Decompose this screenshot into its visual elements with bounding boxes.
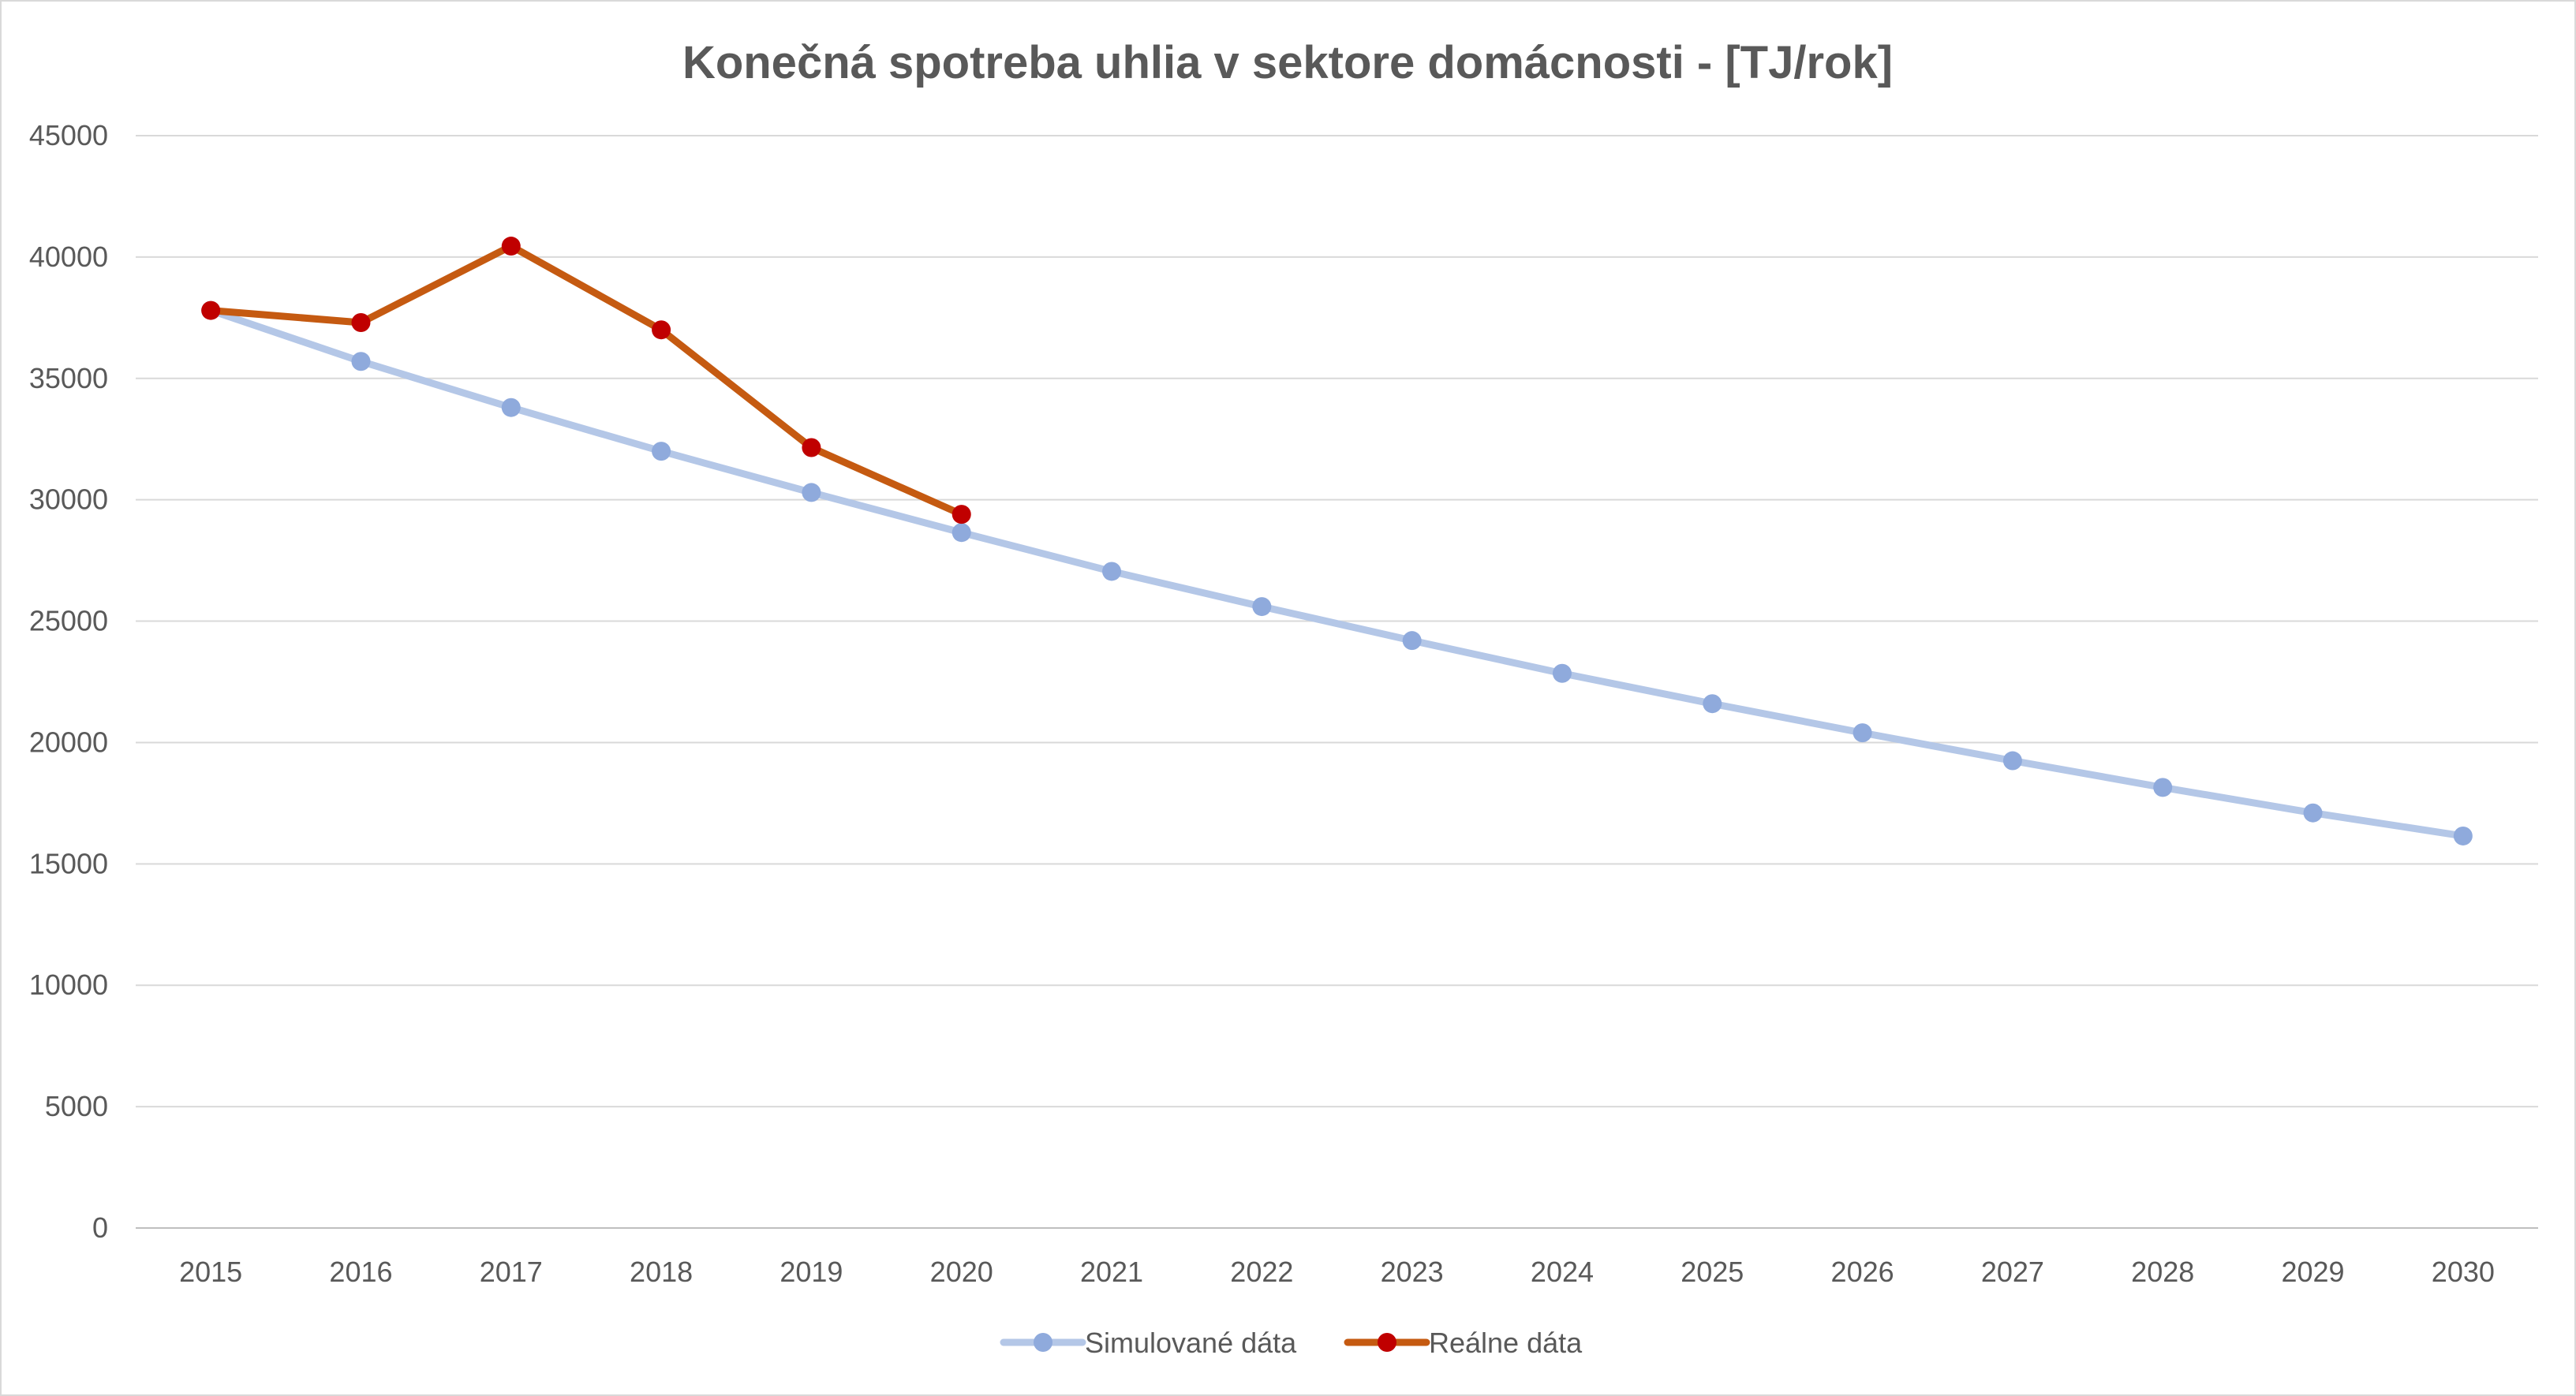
data-point[interactable]	[351, 312, 371, 332]
series-simulovane[interactable]	[201, 300, 2473, 845]
x-tick-label: 2015	[179, 1256, 242, 1288]
x-tick-label: 2021	[1080, 1256, 1143, 1288]
x-tick-label: 2022	[1230, 1256, 1293, 1288]
data-point[interactable]	[201, 300, 221, 320]
series-layer	[201, 237, 2473, 845]
legend-label: Simulované dáta	[1085, 1327, 1297, 1359]
chart-title: Konečná spotreba uhlia v sektore domácno…	[682, 37, 1893, 88]
x-tick-label: 2017	[480, 1256, 543, 1288]
x-tick-label: 2028	[2131, 1256, 2194, 1288]
series-line	[207, 307, 2467, 840]
data-point[interactable]	[2453, 826, 2473, 845]
legend-entry-simulovane[interactable]: Simulované dáta	[1000, 1327, 1297, 1359]
x-tick-label: 2018	[630, 1256, 693, 1288]
legend[interactable]: Simulované dáta Reálne dáta	[1000, 1327, 1583, 1359]
y-tick-label: 10000	[29, 969, 108, 1001]
y-tick-label: 45000	[29, 119, 108, 151]
y-tick-label: 20000	[29, 726, 108, 758]
data-point[interactable]	[2153, 778, 2173, 797]
data-point[interactable]	[2303, 803, 2323, 823]
x-tick-label: 2019	[780, 1256, 843, 1288]
legend-marker	[1378, 1333, 1396, 1352]
data-point[interactable]	[1703, 694, 1722, 714]
x-tick-label: 2024	[1531, 1256, 1594, 1288]
x-axis: 2015 2016 2017 2018 2019 2020 2021 2022 2023 2024…	[179, 1256, 2495, 1288]
x-tick-label: 2029	[2281, 1256, 2344, 1288]
y-axis: 0 5000 10000 15000 20000 25000 30000 35000 40000…	[29, 119, 108, 1244]
gridlines	[136, 135, 2538, 1229]
data-point[interactable]	[802, 483, 821, 502]
y-tick-label: 35000	[29, 362, 108, 394]
y-tick-label: 5000	[45, 1090, 108, 1122]
x-tick-label: 2025	[1681, 1256, 1744, 1288]
x-tick-label: 2016	[329, 1256, 392, 1288]
x-tick-label: 2020	[930, 1256, 993, 1288]
data-point[interactable]	[1102, 562, 1122, 581]
data-point[interactable]	[1853, 723, 1872, 743]
data-point[interactable]	[1252, 597, 1272, 617]
legend-label: Reálne dáta	[1429, 1327, 1583, 1359]
data-point[interactable]	[1402, 631, 1422, 651]
data-point[interactable]	[652, 442, 671, 461]
data-point[interactable]	[351, 352, 371, 371]
data-point[interactable]	[952, 523, 971, 543]
data-point[interactable]	[652, 320, 671, 340]
legend-entry-realne[interactable]: Reálne dáta	[1344, 1327, 1583, 1359]
data-point[interactable]	[1552, 663, 1572, 683]
data-point[interactable]	[2002, 751, 2022, 771]
data-point[interactable]	[802, 438, 821, 457]
x-tick-label: 2023	[1381, 1256, 1444, 1288]
x-tick-label: 2027	[1981, 1256, 2044, 1288]
x-tick-label: 2026	[1831, 1256, 1894, 1288]
data-point[interactable]	[952, 505, 971, 524]
y-tick-label: 25000	[29, 605, 108, 637]
y-tick-label: 40000	[29, 241, 108, 273]
series-realne[interactable]	[201, 237, 971, 524]
series-line	[207, 242, 966, 518]
y-tick-label: 0	[92, 1211, 108, 1244]
data-point[interactable]	[501, 237, 521, 256]
x-tick-label: 2030	[2432, 1256, 2495, 1288]
y-tick-label: 30000	[29, 483, 108, 516]
data-point[interactable]	[501, 398, 521, 417]
legend-marker	[1034, 1333, 1052, 1352]
y-tick-label: 15000	[29, 847, 108, 879]
